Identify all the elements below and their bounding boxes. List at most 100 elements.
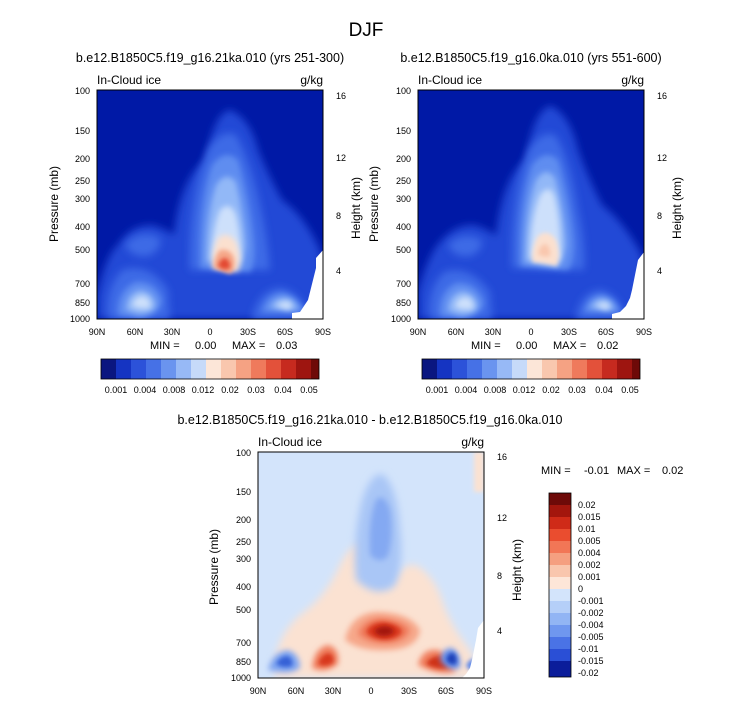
x-tick: 30S	[240, 327, 256, 337]
panel-2-title: b.e12.B1850C5.f19_g16.0ka.010 (yrs 551-6…	[400, 51, 661, 65]
panel-1-topography	[292, 250, 323, 319]
panel-3-colorbar: 0.02 0.015 0.01 0.005 0.004 0.002 0.001 …	[548, 492, 604, 678]
panel-3-units: g/kg	[461, 435, 484, 449]
panel-2-colorbar: 0.001 0.004 0.008 0.012 0.02 0.03 0.04 0…	[421, 358, 641, 395]
y-tick: 400	[236, 582, 251, 592]
y-tick: 500	[236, 605, 251, 615]
colorbar-box	[221, 359, 236, 379]
panel-3-yticks: 100 150 200 250 300 400 500 700 850 1000	[231, 448, 251, 683]
colorbar-box	[422, 359, 437, 379]
min-value: 0.00	[195, 340, 216, 352]
colorbar-label: -0.01	[578, 644, 599, 654]
max-label: MAX =	[617, 465, 650, 477]
colorbar-box	[281, 359, 296, 379]
panel-3-xticks: 90N 60N 30N 0 30S 60S 90S	[250, 686, 492, 696]
y-tick-right: 16	[497, 452, 507, 462]
colorbar-label: -0.02	[578, 668, 599, 678]
y-tick: 150	[236, 487, 251, 497]
panel-1: b.e12.B1850C5.f19_g16.21ka.010 (yrs 251-…	[47, 51, 363, 395]
colorbar-label: 0.001	[578, 572, 601, 582]
neg-right-core	[446, 652, 457, 665]
panel-1-variable: In-Cloud ice	[97, 73, 161, 87]
colorbar-box	[512, 359, 527, 379]
colorbar-label: 0.05	[621, 385, 639, 395]
colorbar-label: 0.05	[300, 385, 318, 395]
x-tick: 90N	[410, 327, 427, 337]
y-tick: 850	[236, 657, 251, 667]
level-0015	[455, 189, 610, 310]
colorbar-label: 0.03	[568, 385, 586, 395]
level-0012	[126, 176, 298, 314]
y-tick: 1000	[70, 314, 90, 324]
x-tick: 30S	[401, 686, 417, 696]
y-tick-right: 12	[657, 153, 667, 163]
colorbar-box	[549, 661, 571, 677]
panel-3-stats: MIN = -0.01 MAX = 0.02	[541, 465, 683, 477]
x-tick: 60N	[288, 686, 305, 696]
colorbar-box	[549, 625, 571, 637]
colorbar-label: 0.02	[221, 385, 239, 395]
panel-1-units: g/kg	[300, 73, 323, 87]
y-tick: 850	[396, 298, 411, 308]
colorbar-label: 0.004	[578, 548, 601, 558]
colorbar-box	[549, 493, 571, 505]
y-tick: 200	[396, 154, 411, 164]
colorbar-box	[467, 359, 482, 379]
panel-3-field	[268, 452, 484, 678]
colorbar-box	[549, 577, 571, 589]
y-tick: 200	[75, 154, 90, 164]
panel-1-title: b.e12.B1850C5.f19_g16.21ka.010 (yrs 251-…	[76, 51, 344, 65]
colorbar-box	[191, 359, 206, 379]
panel-2-xticks: 90N 60N 30N 0 30S 60S 90S	[410, 327, 652, 337]
y-tick: 200	[236, 515, 251, 525]
y-tick: 400	[396, 222, 411, 232]
colorbar-box	[236, 359, 251, 379]
colorbar-labels: 0.001 0.004 0.008 0.012 0.02 0.03 0.04 0…	[426, 385, 639, 395]
level-003	[218, 258, 231, 270]
colorbar-box	[161, 359, 176, 379]
colorbar-label: 0.002	[578, 560, 601, 570]
colorbar-box	[482, 359, 497, 379]
pos-topright	[474, 452, 484, 492]
y-tick-right: 12	[497, 513, 507, 523]
min-value: -0.01	[584, 465, 609, 477]
colorbar-box	[527, 359, 542, 379]
y-tick: 250	[236, 537, 251, 547]
pos-0001	[274, 541, 482, 678]
x-tick: 90S	[636, 327, 652, 337]
y-tick: 850	[75, 298, 90, 308]
colorbar-label: 0.004	[455, 385, 478, 395]
colorbar-box	[572, 359, 587, 379]
x-tick: 60S	[277, 327, 293, 337]
y-tick: 100	[75, 86, 90, 96]
colorbar-label: 0.004	[134, 385, 157, 395]
panel-1-xticks: 90N 60N 30N 0 30S 60S 90S	[89, 327, 331, 337]
y-tick-right: 4	[657, 266, 662, 276]
colorbar-label: 0.03	[247, 385, 265, 395]
colorbar-label: 0.015	[578, 512, 601, 522]
colorbar-frame	[421, 358, 641, 380]
colorbar-box	[549, 517, 571, 529]
panel-3-ylabel: Pressure (mb)	[207, 529, 221, 605]
colorbar-box	[437, 359, 452, 379]
colorbar-label: 0.01	[578, 524, 596, 534]
y-tick-right: 16	[336, 91, 346, 101]
panel-3-yticks-right: 16 12 8 4	[497, 452, 507, 636]
y-tick: 700	[396, 279, 411, 289]
x-tick: 90S	[476, 686, 492, 696]
panel-3-plot	[258, 452, 484, 678]
colorbar-box	[206, 359, 221, 379]
panel-2: b.e12.B1850C5.f19_g16.0ka.010 (yrs 551-6…	[367, 51, 684, 395]
panel-2-frame	[417, 89, 645, 320]
min-label: MIN =	[150, 340, 180, 352]
panel-3-ylabel-right: Height (km)	[510, 539, 524, 601]
colorbar-label: 0.005	[578, 536, 601, 546]
colorbar-label: 0.02	[542, 385, 560, 395]
colorbar-labels: 0.02 0.015 0.01 0.005 0.004 0.002 0.001 …	[578, 500, 604, 678]
panel-3: b.e12.B1850C5.f19_g16.21ka.010 - b.e12.B…	[177, 413, 683, 696]
min-value: 0.00	[516, 340, 537, 352]
pos-left-core	[318, 653, 334, 666]
y-tick: 1000	[231, 673, 251, 683]
panel-2-units: g/kg	[621, 73, 644, 87]
min-label: MIN =	[541, 465, 571, 477]
